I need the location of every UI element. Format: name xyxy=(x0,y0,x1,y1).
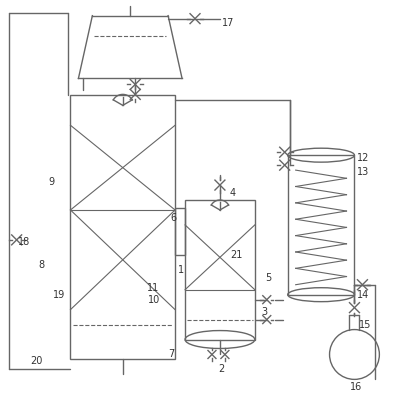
Text: 18: 18 xyxy=(18,237,30,247)
Text: 4: 4 xyxy=(230,188,236,198)
Text: 10: 10 xyxy=(148,295,160,305)
Text: 7: 7 xyxy=(168,350,174,359)
Text: 9: 9 xyxy=(48,177,55,187)
Text: 15: 15 xyxy=(360,319,372,330)
Bar xyxy=(70,95,175,359)
Bar xyxy=(288,155,354,295)
Bar xyxy=(175,208,185,255)
Text: 5: 5 xyxy=(265,273,271,283)
Text: 3: 3 xyxy=(262,307,268,317)
Bar xyxy=(185,200,255,339)
Text: 14: 14 xyxy=(358,290,370,300)
Text: 16: 16 xyxy=(350,382,362,392)
Text: 1: 1 xyxy=(178,265,184,275)
Text: 11: 11 xyxy=(147,283,160,293)
Text: 12: 12 xyxy=(358,153,370,163)
Text: 20: 20 xyxy=(30,357,43,366)
Text: 2: 2 xyxy=(218,364,224,375)
Text: 17: 17 xyxy=(222,18,234,28)
Text: 13: 13 xyxy=(358,167,370,177)
Text: 19: 19 xyxy=(52,290,65,300)
Text: 21: 21 xyxy=(230,250,242,260)
Text: 8: 8 xyxy=(38,260,45,270)
Text: 6: 6 xyxy=(170,213,176,223)
